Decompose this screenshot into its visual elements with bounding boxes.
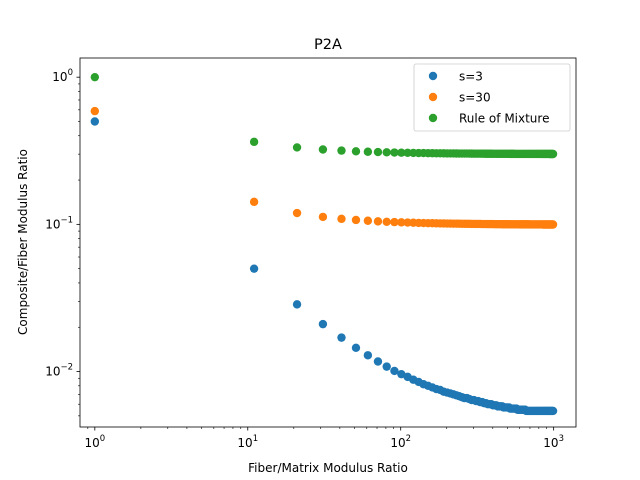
data-point: [292, 208, 302, 218]
data-point: [397, 218, 406, 227]
data-point: [318, 212, 328, 222]
data-point: [351, 215, 361, 225]
data-point: [351, 147, 361, 156]
x-tick-label: 100: [84, 434, 105, 450]
data-point: [390, 366, 399, 376]
data-point: [249, 264, 259, 273]
axis-ticks: 100 101 102 103 10−2 10−1 100: [45, 68, 564, 450]
data-point: [382, 148, 391, 157]
x-tick-label: 103: [543, 434, 564, 450]
legend-marker: [428, 92, 438, 102]
data-point: [292, 143, 302, 152]
data-point: [363, 351, 373, 360]
series-2: [90, 106, 558, 229]
data-point: [337, 333, 346, 342]
data-point: [373, 357, 383, 366]
legend-box: [413, 63, 571, 132]
series-1: [90, 117, 558, 416]
data-point: [548, 149, 558, 159]
data-point: [382, 362, 391, 371]
series-3: [90, 72, 558, 159]
data-point: [363, 216, 373, 225]
y-tick-label: 10−1: [45, 215, 73, 231]
legend-label: s=30: [459, 91, 491, 105]
data-point: [292, 300, 302, 309]
data-point: [373, 217, 383, 226]
data-point: [337, 146, 346, 155]
legend: s=3 s=30 Rule of Mixture: [413, 63, 571, 132]
data-points: [90, 72, 558, 416]
data-point: [373, 147, 383, 157]
data-point: [390, 217, 399, 227]
data-point: [249, 137, 259, 147]
legend-label: Rule of Mixture: [459, 112, 549, 126]
data-point: [249, 197, 259, 207]
y-axis-label: Composite/Fiber Modulus Ratio: [16, 149, 30, 335]
chart-title: P2A: [314, 37, 342, 53]
data-point: [318, 319, 328, 329]
data-point: [337, 214, 346, 224]
data-point: [363, 147, 373, 156]
data-point: [90, 72, 100, 82]
data-point: [90, 106, 100, 116]
plot-frame: [79, 57, 577, 428]
legend-marker: [428, 113, 438, 123]
data-point: [548, 220, 558, 229]
legend-marker: [428, 71, 438, 81]
x-tick-label: 102: [390, 434, 411, 450]
data-point: [382, 217, 391, 226]
y-tick-label: 10−2: [45, 363, 73, 379]
data-point: [390, 148, 399, 157]
data-point: [351, 343, 361, 352]
legend-label: s=3: [459, 70, 483, 84]
data-point: [318, 145, 328, 154]
data-point: [397, 369, 406, 379]
data-point: [90, 117, 100, 126]
x-tick-label: 101: [237, 434, 258, 450]
data-point: [548, 406, 558, 416]
y-tick-label: 100: [52, 68, 73, 84]
x-axis-label: Fiber/Matrix Modulus Ratio: [248, 461, 408, 475]
data-point: [397, 148, 406, 157]
